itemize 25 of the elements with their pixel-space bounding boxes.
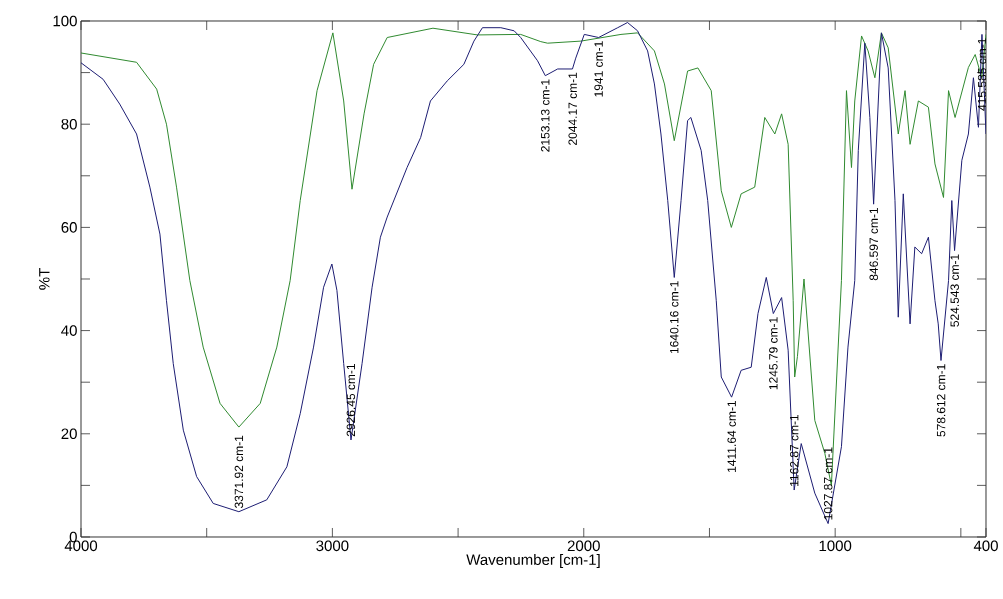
y-tick-label: 60 [61,222,77,233]
annotation: 1640.16 cm-1 [669,281,679,354]
x-tick-label: 400 [973,540,998,552]
y-tick-label: 80 [61,118,77,130]
annotation: 524.543 cm-1 [950,254,959,327]
y-tick-label: 100 [53,15,77,27]
annotation: 1411.64 cm-1 [727,400,736,472]
annotation: 1162.87 cm-1 [789,414,799,486]
annotation: 3371.92 cm-1 [234,435,244,509]
x-tick-label: 3000 [316,540,349,552]
annotation: 415.585 cm-1 [977,38,987,111]
x-tick-label: 1000 [819,540,852,552]
annotation: 1941 cm-1 [594,41,603,97]
y-tick-label: 40 [61,325,77,336]
annotation: 846.597 cm-1 [869,207,878,281]
annotation: 2926.45 cm-1 [346,364,356,437]
annotation: 578.612 cm-1 [936,364,946,437]
x-axis-title: Wavenumber [cm-1] [466,554,600,568]
annotation: 1027.87 cm-1 [823,447,833,520]
annotation: 2153.13 cm-1 [541,79,550,152]
x-tick-label: 2000 [567,540,600,552]
annotation: 1245.79 cm-1 [769,317,778,390]
y-axis-title: %T [39,268,50,290]
y-tick-label: 20 [61,428,77,440]
annotation: 2044.17 cm-1 [568,72,577,145]
